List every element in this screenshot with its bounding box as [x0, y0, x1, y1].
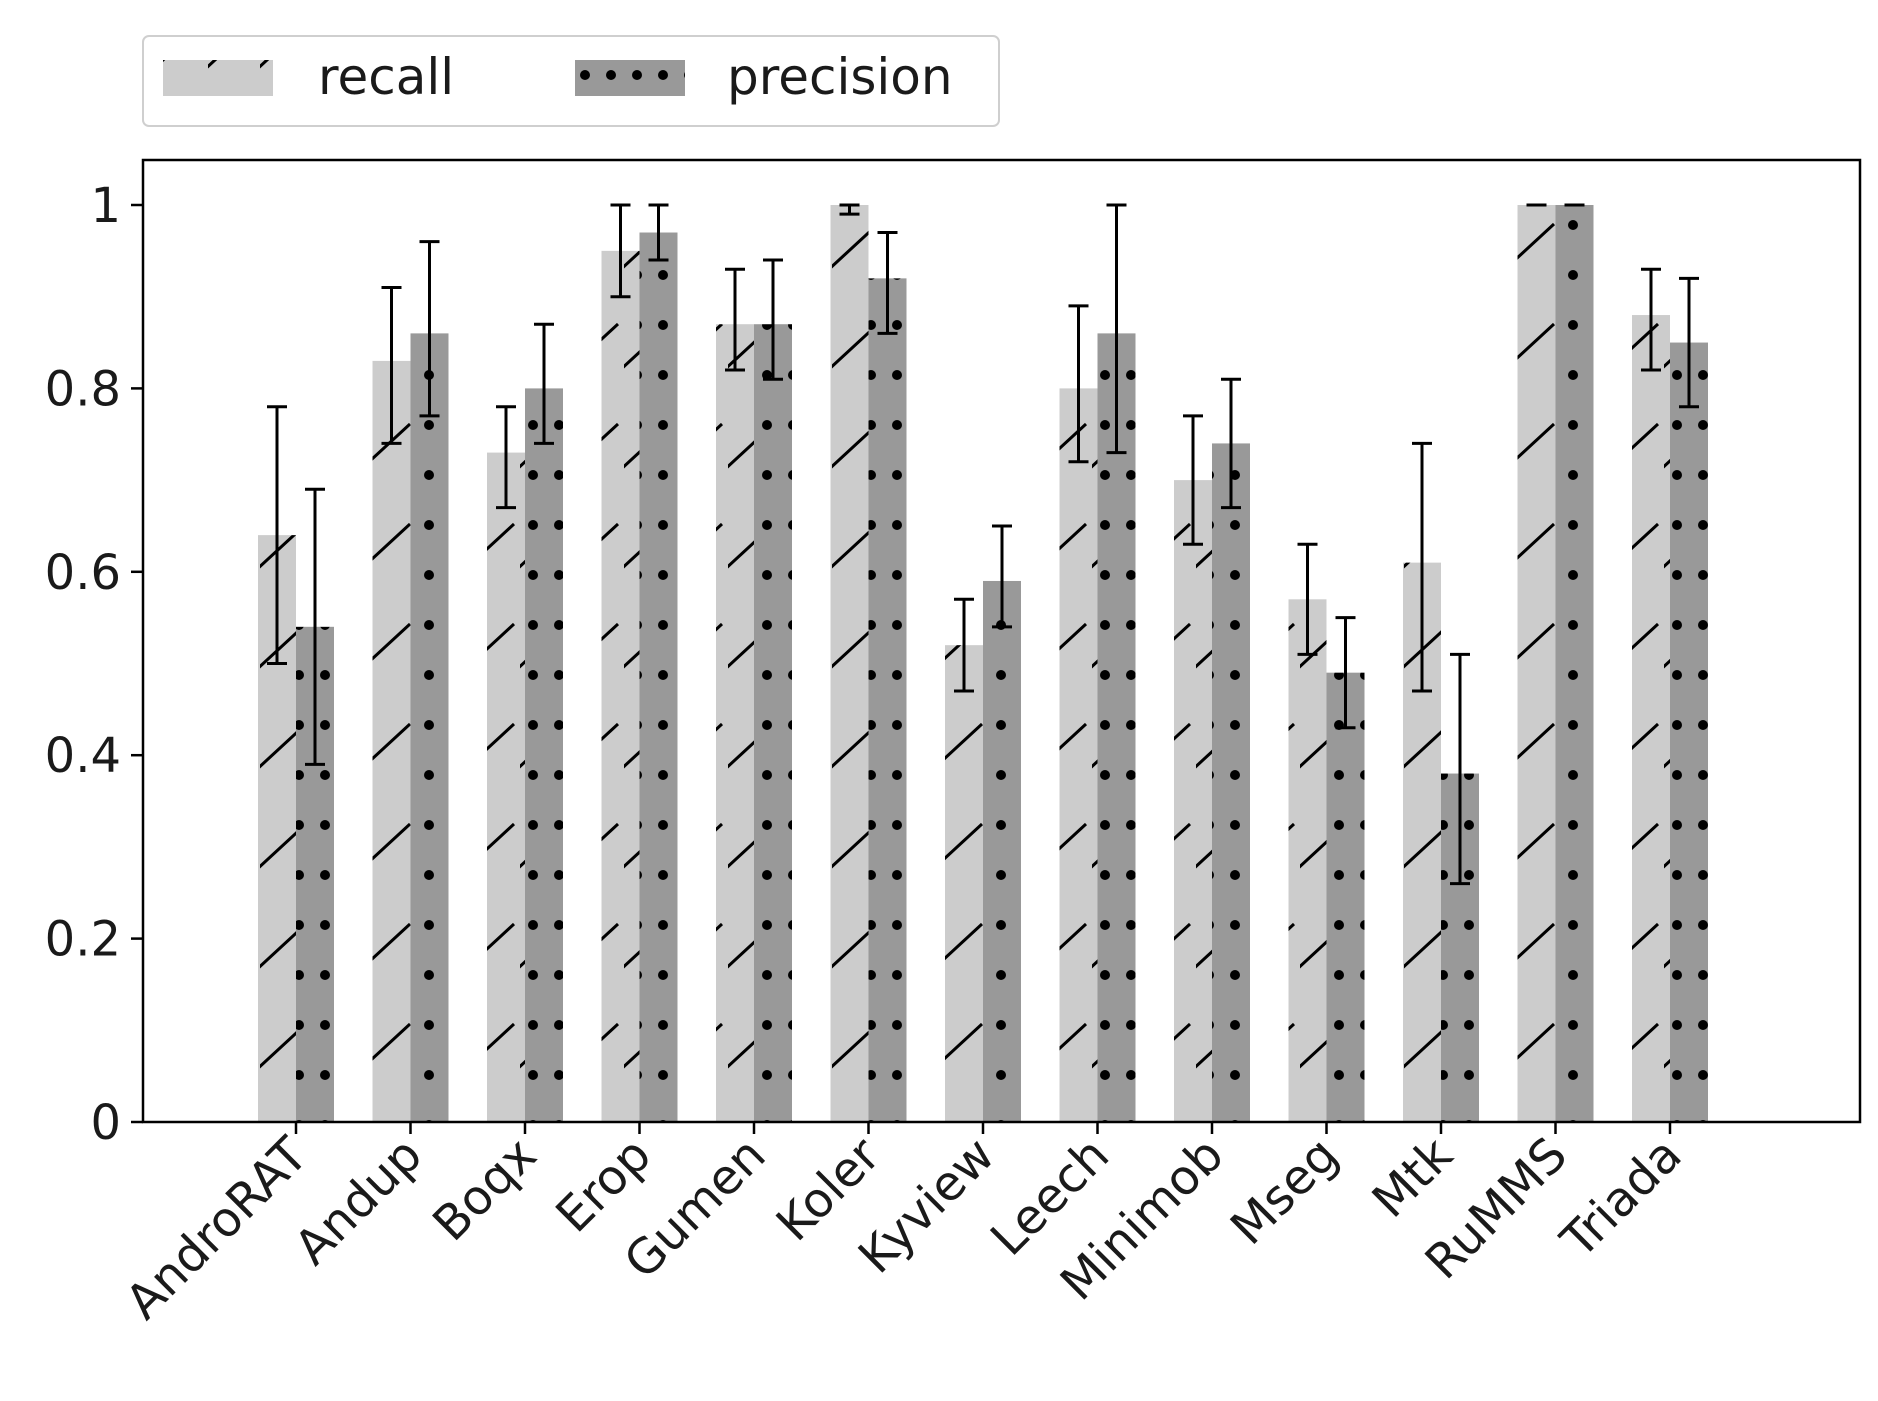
bar-recall-Leech [1059, 388, 1098, 1122]
bar-recall-Kyview [945, 645, 983, 1122]
x-tick-label: Mtk [1362, 1127, 1464, 1229]
x-tick-label: Andup [284, 1127, 433, 1276]
legend-swatch-precision [575, 60, 685, 96]
error-bars-layer [267, 203, 1699, 886]
bars-layer [258, 205, 1708, 1123]
bar-recall-Triada [1632, 315, 1670, 1122]
bar-recall-Gumen [716, 324, 754, 1123]
legend-frame [142, 35, 1000, 127]
y-tick-label: 0.2 [45, 912, 121, 968]
bar-precision-Triada [1670, 342, 1708, 1122]
y-tick-label: 0.6 [45, 545, 121, 601]
legend-label-recall: recall [318, 48, 454, 106]
bar-precision-RuMMS [1555, 205, 1594, 1122]
x-tick-label: Boqx [422, 1127, 547, 1252]
x-axis: AndroRAT Andup Boqx Erop Gumen Koler Kyv… [115, 1126, 1692, 1330]
y-tick-label: 0 [90, 1095, 121, 1151]
tick-marks-layer [131, 203, 1672, 1134]
bar-recall-Boqx [487, 452, 525, 1123]
bar-recall-Koler [830, 205, 869, 1122]
bar-recall-Erop [601, 250, 640, 1123]
bar-precision-Koler [868, 278, 907, 1122]
y-tick-label: 0.8 [45, 361, 121, 417]
bar-recall-Mseg [1288, 599, 1327, 1122]
bar-recall-RuMMS [1517, 205, 1556, 1122]
y-tick-label: 0.4 [45, 728, 121, 784]
bar-precision-Mseg [1326, 672, 1365, 1122]
y-tick-label: 1 [90, 178, 121, 234]
x-tick-label: Mseg [1220, 1127, 1349, 1256]
legend-swatch-recall [163, 60, 273, 96]
plot-frame [141, 158, 1862, 1124]
legend: recall precision [142, 35, 1000, 127]
bar-precision-Boqx [525, 388, 563, 1122]
x-tick-label: Triada [1550, 1127, 1693, 1270]
legend-label-precision: precision [727, 48, 953, 106]
bar-recall-Minimob [1174, 480, 1212, 1123]
bar-precision-Andup [410, 333, 449, 1122]
bar-precision-Leech [1097, 333, 1136, 1122]
bar-precision-Minimob [1212, 443, 1250, 1122]
bar-precision-Erop [639, 232, 678, 1122]
bar-precision-Gumen [754, 324, 792, 1123]
bar-precision-Kyview [983, 580, 1021, 1122]
bar-recall-Andup [372, 360, 411, 1122]
x-tick-label: AndroRAT [115, 1126, 319, 1330]
y-axis: 0 0.2 0.4 0.6 0.8 1 [45, 178, 121, 1151]
